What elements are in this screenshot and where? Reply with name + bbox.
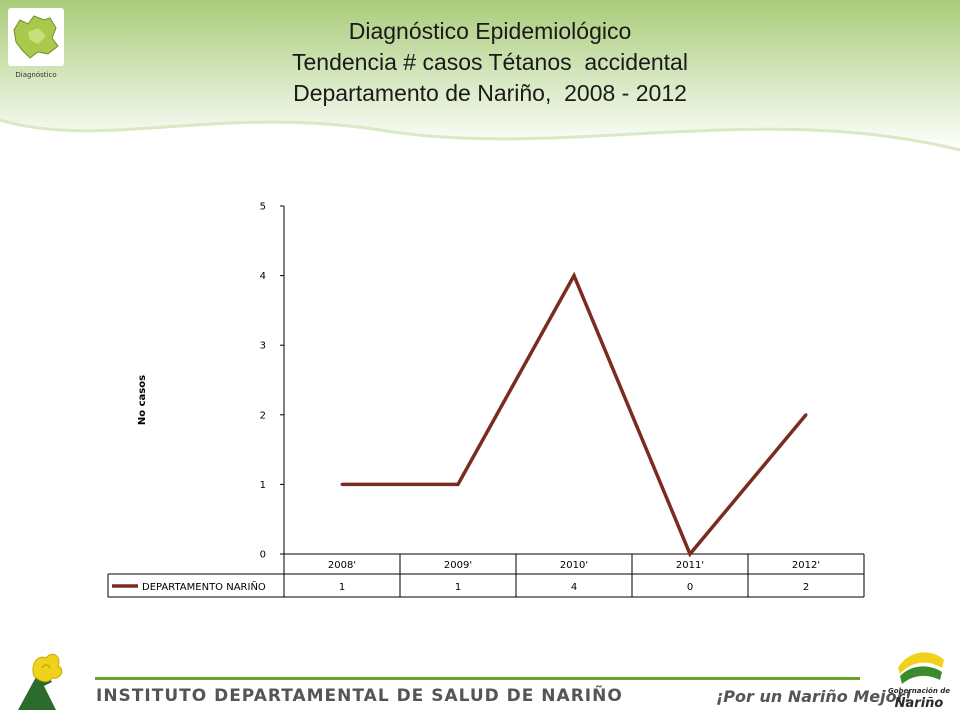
gobernacion-logo: [898, 652, 944, 684]
series-line: [342, 271, 808, 558]
data-table-value: 0: [687, 582, 693, 593]
legend-series-name: DEPARTAMENTO NARIÑO: [142, 580, 266, 593]
data-table-value: 1: [339, 582, 345, 593]
footer-institute-name: INSTITUTO DEPARTAMENTAL DE SALUD DE NARI…: [96, 686, 623, 706]
x-category-label: 2008': [328, 560, 356, 571]
header-background: [0, 0, 960, 152]
data-table-value: 2: [803, 582, 809, 593]
data-table-value: 1: [455, 582, 461, 593]
title-line-3: Departamento de Nariño, 2008 - 2012: [293, 80, 687, 106]
map-icon: [13, 15, 59, 59]
y-tick-label: 3: [260, 341, 266, 352]
department-map-logo: [8, 8, 64, 66]
y-axis-label: No casos: [137, 375, 148, 425]
gobernacion-label: Gobernación de: [887, 687, 950, 695]
gobernacion-name: Nariño: [894, 696, 944, 711]
y-tick-label: 2: [260, 410, 266, 421]
data-point: [572, 274, 576, 278]
x-category-label: 2010': [560, 560, 588, 571]
footer-slogan: ¡Por un Nariño Mejor!: [716, 687, 912, 706]
institute-logo: [18, 653, 63, 710]
x-category-label: 2012': [792, 560, 820, 571]
y-tick-label: 5: [260, 202, 266, 213]
data-table-value: 4: [571, 582, 577, 593]
data-point: [340, 482, 344, 486]
footer-divider: [95, 677, 860, 680]
data-point: [688, 552, 692, 556]
y-tick-label: 4: [260, 271, 266, 282]
x-category-label: 2011': [676, 560, 704, 571]
corner-caption: Diagnóstico: [15, 71, 57, 79]
x-category-label: 2009': [444, 560, 472, 571]
title-line-1: Diagnóstico Epidemiológico: [348, 18, 632, 44]
data-point: [456, 482, 460, 486]
y-tick-label: 0: [260, 550, 266, 561]
title-line-2: Tendencia # casos Tétanos accidental: [292, 49, 688, 75]
y-tick-label: 1: [260, 480, 266, 491]
page-title: Diagnóstico Epidemiológico Tendencia # c…: [150, 16, 830, 109]
data-point: [804, 413, 808, 417]
